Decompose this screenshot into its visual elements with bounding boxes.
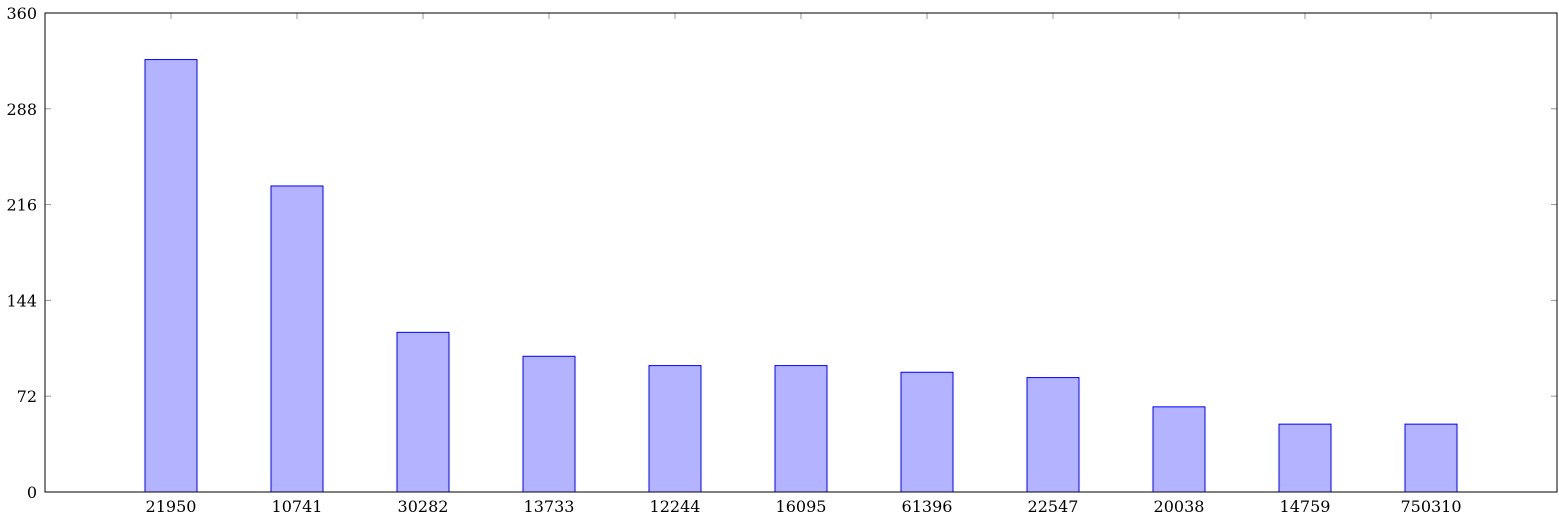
x-tick-label: 21950 xyxy=(146,497,197,516)
y-tick-label: 288 xyxy=(6,100,37,119)
bar-750310 xyxy=(1404,423,1458,493)
y-tick-label: 72 xyxy=(17,387,37,406)
x-tick-label: 14759 xyxy=(1280,497,1331,516)
plot-frame xyxy=(44,12,1558,493)
x-tick-label: 61396 xyxy=(902,497,953,516)
bar-21950 xyxy=(144,59,198,493)
y-tick-label: 360 xyxy=(6,4,37,23)
bar-13733 xyxy=(522,355,576,493)
bar-22547 xyxy=(1026,377,1080,493)
bar-20038 xyxy=(1152,406,1206,493)
y-tick-labels: 0 72 144 216 288 360 xyxy=(6,4,37,502)
x-tick-label: 16095 xyxy=(776,497,827,516)
bar-30282 xyxy=(396,331,450,493)
y-tick-label: 216 xyxy=(6,196,37,215)
y-tick-label: 144 xyxy=(6,291,37,310)
x-tick-labels: 21950 10741 30282 13733 12244 16095 61396 22547… xyxy=(146,497,1462,516)
x-tick-label: 10741 xyxy=(272,497,323,516)
x-tick-label: 750310 xyxy=(1400,497,1461,516)
bars xyxy=(144,59,1458,493)
bar-61396 xyxy=(900,371,954,493)
x-tick-label: 13733 xyxy=(524,497,575,516)
bar-16095 xyxy=(774,365,828,493)
y-tick-label: 0 xyxy=(27,483,37,502)
bar-14759 xyxy=(1278,423,1332,493)
x-tick-label: 12244 xyxy=(650,497,701,516)
bar-12244 xyxy=(648,365,702,493)
bar-10741 xyxy=(270,185,324,493)
x-tick-label: 22547 xyxy=(1028,497,1079,516)
x-tick-label: 30282 xyxy=(398,497,449,516)
x-tick-label: 20038 xyxy=(1154,497,1205,516)
